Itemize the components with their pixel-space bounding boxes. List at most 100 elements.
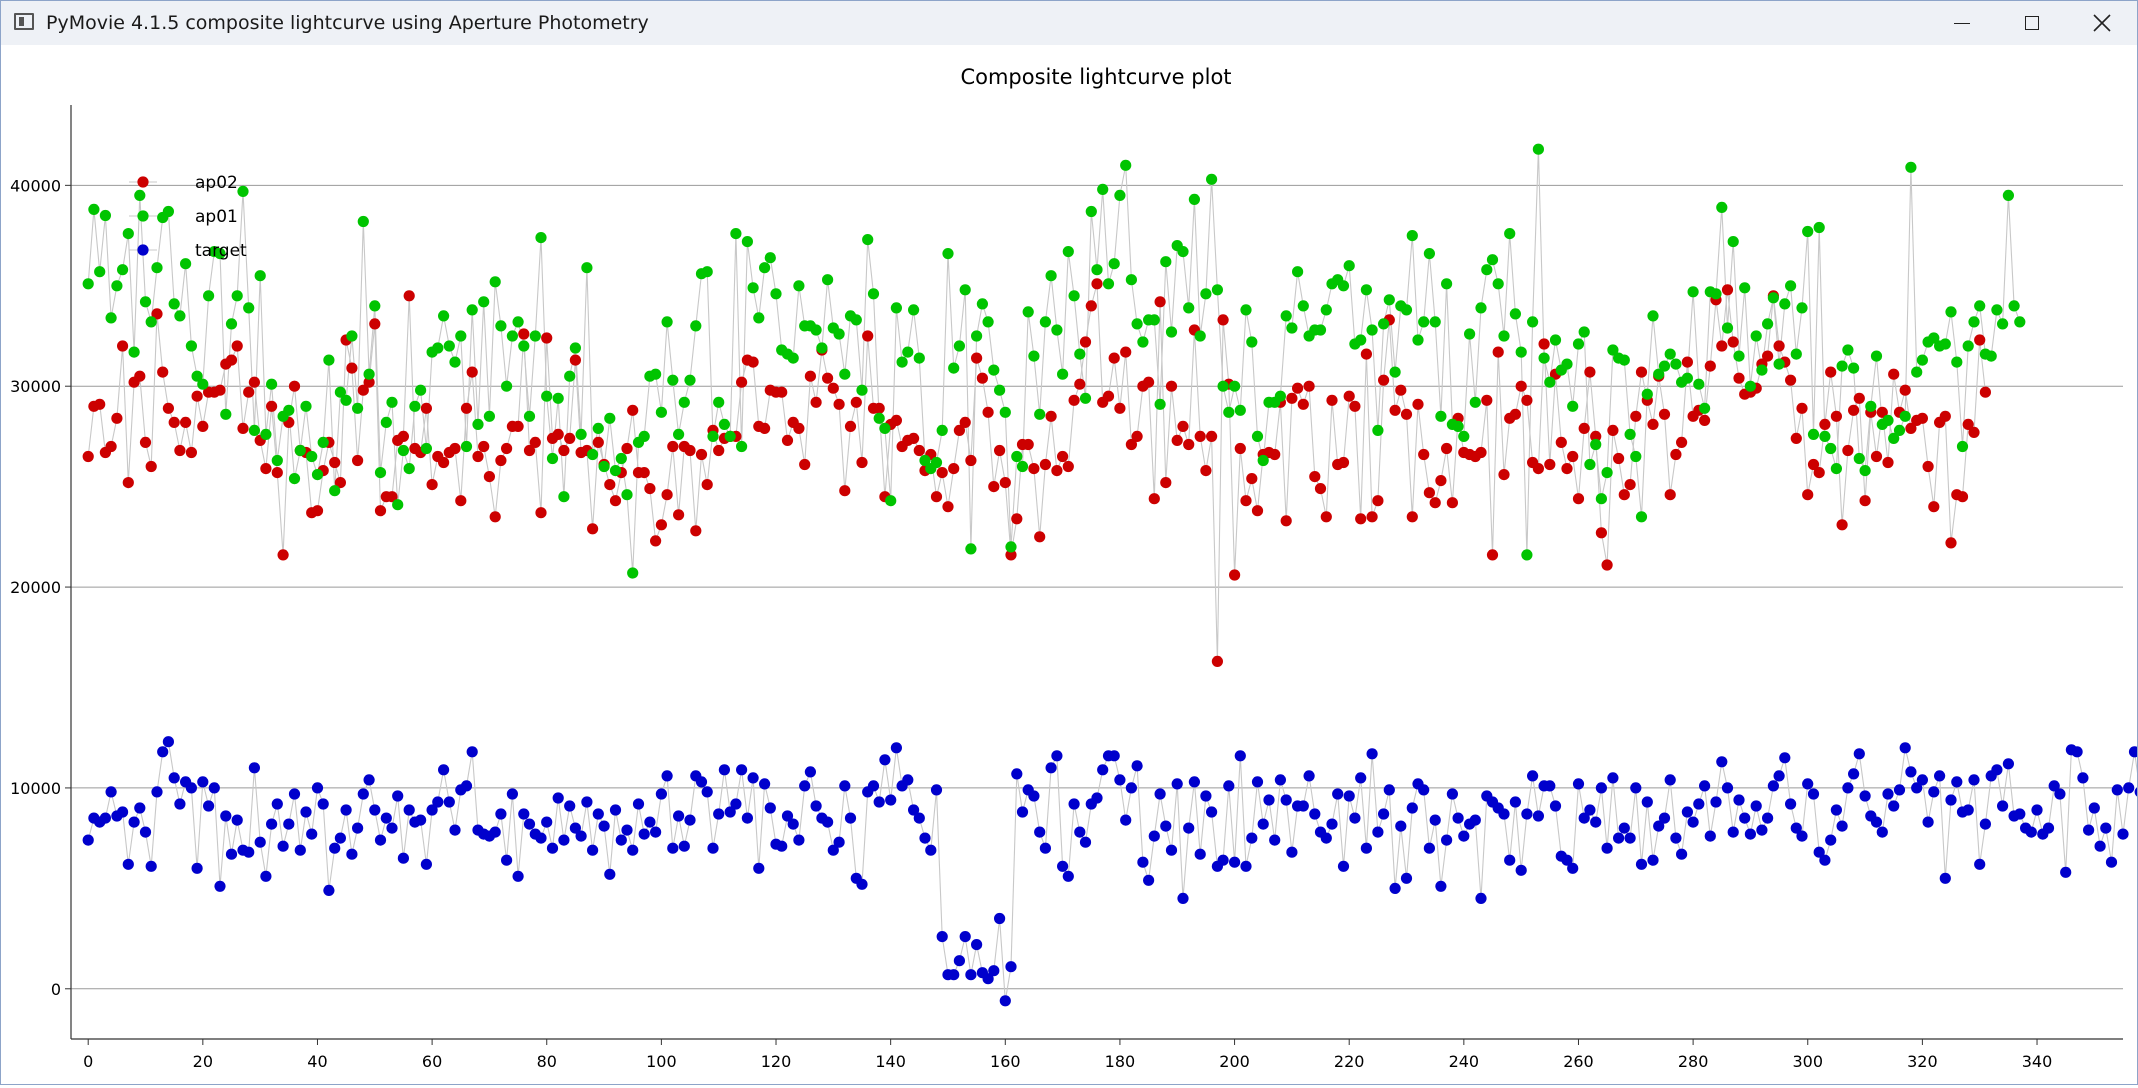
data-point-target (369, 804, 381, 816)
data-point-target (707, 842, 719, 854)
window-app-icon[interactable] (14, 13, 34, 30)
data-point-target (1848, 768, 1860, 780)
data-point-ap02 (489, 511, 501, 523)
data-point-target (1337, 860, 1350, 872)
data-point-target (587, 844, 599, 856)
title-bar[interactable]: PyMovie 4.1.5 composite lightcurve using… (1, 1, 2137, 45)
data-point-target (438, 764, 450, 776)
data-point-target (1206, 806, 1218, 818)
data-point-ap01 (1383, 294, 1395, 306)
data-point-target (1452, 812, 1464, 824)
data-point-ap01 (392, 499, 404, 511)
minimize-button[interactable] (1927, 1, 1997, 45)
data-point-ap01 (1744, 380, 1756, 392)
data-point-target (1005, 961, 1017, 973)
plot-area[interactable]: Composite lightcurve plot 0 10000 20000 300… (1, 45, 2138, 1084)
data-point-target (134, 802, 146, 814)
data-point-target (1372, 826, 1384, 838)
data-point-target (1406, 802, 1418, 814)
data-point-ap01 (88, 203, 100, 215)
data-point-target (546, 842, 559, 854)
data-point-ap01 (592, 422, 604, 434)
data-point-target (1446, 788, 1458, 800)
data-point-target (902, 774, 914, 786)
data-point-ap01 (1699, 402, 1711, 414)
data-point-target (885, 794, 897, 806)
lightcurve-chart[interactable]: Composite lightcurve plot 0 10000 20000 300… (1, 45, 2138, 1084)
data-point-ap01 (810, 324, 822, 336)
data-point-target (1240, 860, 1252, 872)
data-point-ap01 (1372, 424, 1384, 436)
data-point-ap01 (770, 288, 782, 300)
data-point-ap01 (1601, 467, 1613, 479)
data-point-target (397, 852, 409, 864)
data-point-target (1670, 832, 1682, 844)
data-point-ap01 (1234, 404, 1246, 416)
data-point-target (363, 774, 375, 786)
data-point-ap01 (959, 284, 971, 296)
data-point-ap01 (741, 236, 754, 248)
data-point-target (443, 796, 455, 808)
data-point-ap02 (1578, 422, 1590, 434)
data-point-ap02 (627, 404, 639, 416)
data-point-ap02 (948, 463, 960, 475)
data-point-target (311, 782, 324, 794)
data-point-target (1893, 784, 1906, 796)
data-point-ap02 (713, 444, 725, 457)
data-point-ap01 (724, 430, 736, 442)
data-point-ap02 (1762, 350, 1774, 362)
data-point-target (1097, 764, 1109, 776)
data-point-target (1911, 782, 1923, 794)
data-point-target (959, 931, 971, 943)
data-point-target (1658, 812, 1671, 824)
data-point-target (627, 844, 639, 856)
data-point-ap01 (1716, 201, 1728, 213)
data-point-target (1945, 794, 1957, 806)
data-point-target (558, 834, 570, 846)
data-point-ap02 (1590, 430, 1602, 442)
data-point-ap01 (1378, 318, 1390, 330)
data-point-ap02 (1355, 513, 1367, 525)
data-point-ap02 (243, 386, 255, 398)
data-point-target (673, 810, 685, 822)
data-point-target (827, 844, 839, 856)
data-point-ap01 (386, 396, 398, 408)
data-point-target (1389, 882, 1401, 895)
series-line-ap01 (87, 149, 2021, 574)
data-point-target (759, 778, 771, 790)
data-point-ap01 (1355, 334, 1367, 346)
data-point-target (1051, 750, 1063, 762)
data-point-ap01 (237, 185, 249, 197)
data-point-target (1034, 826, 1046, 838)
data-point-ap01 (1584, 458, 1596, 471)
data-point-ap01 (707, 430, 719, 442)
data-point-ap01 (2008, 300, 2020, 312)
data-point-ap01 (220, 408, 232, 420)
data-point-ap01 (1756, 364, 1768, 376)
chart-title: Composite lightcurve plot (960, 65, 1231, 89)
data-point-ap02 (1108, 352, 1120, 364)
data-point-ap01 (1154, 398, 1166, 410)
data-point-ap02 (122, 477, 134, 489)
data-point-target (1458, 830, 1470, 842)
data-point-target (999, 995, 1011, 1007)
data-point-ap01 (1343, 260, 1355, 272)
data-point-ap02 (237, 422, 249, 434)
data-point-ap02 (736, 376, 748, 388)
data-point-target (1521, 808, 1533, 820)
data-point-target (495, 808, 507, 820)
close-button[interactable] (2067, 1, 2137, 45)
data-point-ap02 (191, 390, 203, 402)
data-point-target (283, 818, 295, 830)
data-point-ap01 (483, 410, 495, 422)
data-point-ap01 (1492, 278, 1504, 290)
data-point-ap01 (1790, 348, 1802, 360)
data-point-ap02 (1819, 418, 1831, 430)
data-point-ap01 (1131, 318, 1143, 330)
data-point-ap01 (1807, 428, 1820, 440)
data-point-ap02 (1848, 404, 1860, 416)
data-point-ap01 (753, 312, 765, 324)
data-point-ap01 (340, 394, 352, 406)
data-point-ap02 (541, 332, 553, 344)
maximize-button[interactable] (1997, 1, 2067, 45)
